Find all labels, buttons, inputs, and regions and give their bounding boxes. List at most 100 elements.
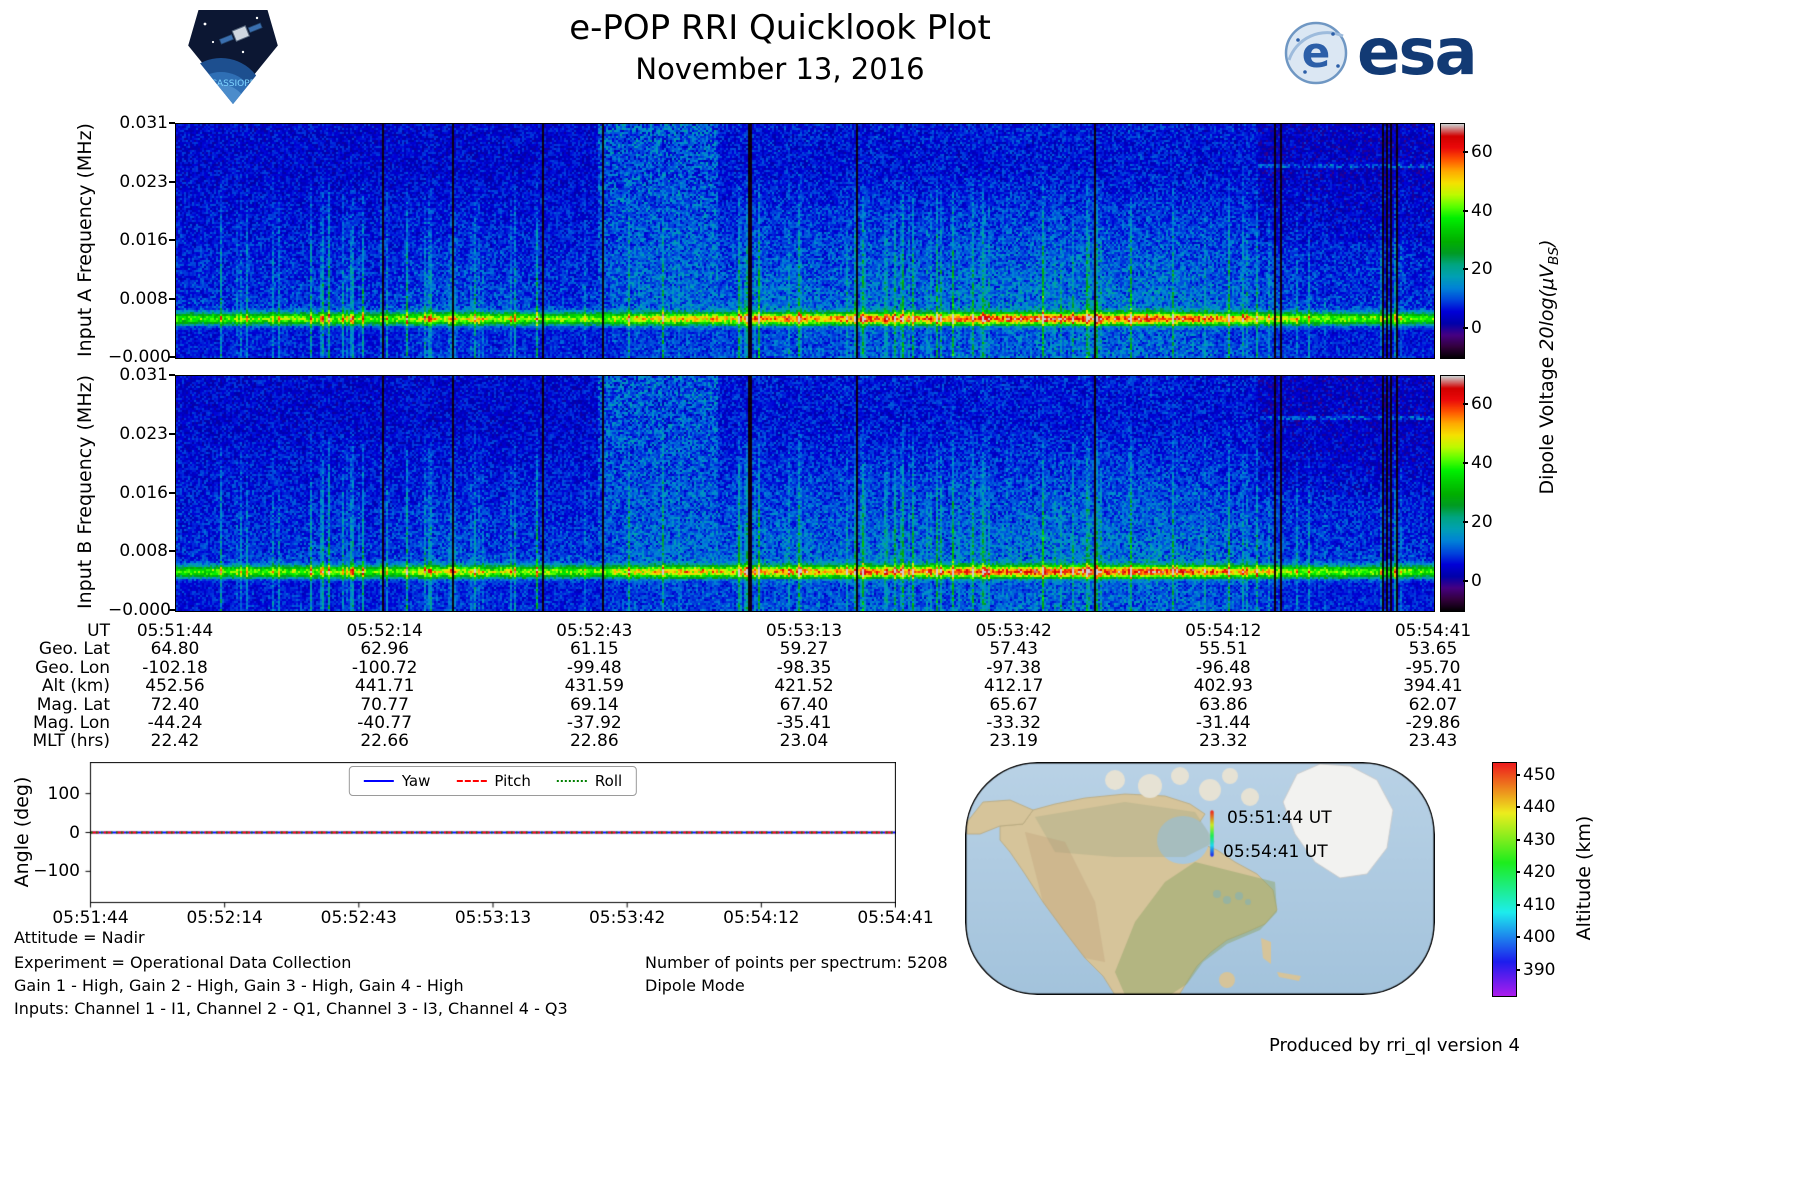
note-attitude: Attitude = Nadir: [14, 928, 145, 947]
note-inputs: Inputs: Channel 1 - I1, Channel 2 - Q1, …: [14, 999, 568, 1018]
legend-yaw-line-sample: [363, 780, 394, 782]
spectrogram-a-ytick-label: 0.031: [119, 113, 168, 133]
dipole-colorbar-label-sub: BS: [1545, 246, 1562, 265]
attitude-xtick-label: 05:53:42: [588, 908, 666, 928]
ephemeris-value: 67.40: [779, 694, 829, 715]
cassiope-patch-icon: CASSIOPE: [183, 6, 283, 108]
ephemeris-value: 421.52: [774, 676, 834, 697]
dipole-colorbar-a-tick-mark: [1463, 268, 1468, 271]
dipole-colorbar-a-tick-label: 40: [1471, 200, 1493, 221]
attitude-ylabel: Angle (deg): [11, 776, 33, 888]
attitude-legend: Yaw Pitch Roll: [348, 766, 638, 796]
ephemeris-value: 05:54:12: [1185, 621, 1262, 641]
esa-emblem-icon: e: [1284, 21, 1348, 85]
spectrogram-a-ytick-label: 0.016: [119, 230, 168, 250]
attitude-xtick-label: 05:53:13: [454, 908, 532, 928]
attitude-ytick-label: 100: [47, 783, 80, 804]
spectrogram-a-ytick-label: −0.000: [108, 347, 171, 367]
spectrogram-b-ytick-label: 0.023: [119, 423, 168, 444]
ephemeris-value: -29.86: [1405, 713, 1461, 733]
attitude-xtick-label: 05:52:14: [186, 908, 263, 928]
ephemeris-value: 431.59: [564, 676, 625, 697]
legend-item-pitch: Pitch: [456, 772, 531, 790]
ephemeris-row-label: Geo. Lat: [38, 639, 110, 660]
altitude-colorbar-tick-label: 400: [1523, 927, 1556, 948]
legend-label: Roll: [594, 772, 623, 790]
altitude-colorbar-tick-label: 450: [1523, 764, 1556, 785]
ephemeris-row-label: Mag. Lon: [32, 713, 110, 733]
ephemeris-value: -40.77: [357, 713, 413, 733]
ephemeris-value: 59.27: [779, 639, 829, 660]
altitude-colorbar-tick-mark: [1515, 968, 1520, 971]
note-points-per-spectrum: Number of points per spectrum: 5208: [645, 953, 948, 972]
spectrogram-a-ylabel: Input A Frequency (MHz): [74, 123, 96, 357]
cassiope-mission-logo: CASSIOPE: [183, 2, 283, 108]
dipole-colorbar-b-tick-label: 20: [1471, 511, 1493, 532]
spectrogram-a-ytick-label: 0.023: [119, 171, 168, 192]
ephemeris-value: 05:51:44: [136, 621, 214, 641]
legend-pitch-line-sample: [456, 780, 487, 782]
dipole-colorbar-b-tick-mark: [1463, 579, 1468, 582]
ephemeris-value: 452.56: [145, 676, 205, 697]
ephemeris-value: -95.70: [1405, 657, 1461, 678]
spectrogram-b-ytick-mark: [169, 550, 175, 553]
credit-text: Produced by rri_ql version 4: [1268, 1035, 1520, 1056]
altitude-colorbar-tick-mark: [1515, 773, 1520, 776]
attitude-ytick-label: 0: [69, 822, 80, 843]
ephemeris-value: -35.41: [776, 713, 832, 733]
ephemeris-value: 441.71: [354, 676, 415, 697]
ephemeris-value: 63.86: [1198, 694, 1248, 715]
dipole-colorbar-b-tick-mark: [1463, 520, 1468, 523]
ephemeris-row-label: Geo. Lon: [35, 657, 110, 678]
altitude-colorbar: [1492, 762, 1517, 997]
spectrogram-b-ylabel: Input B Frequency (MHz): [74, 375, 96, 609]
ground-track-map: 05:51:44 UT 05:54:41 UT: [965, 762, 1435, 995]
spectrogram-b-ytick-mark: [169, 374, 175, 376]
ephemeris-value: 65.67: [989, 694, 1038, 715]
ephemeris-value: 23.43: [1408, 731, 1458, 752]
spectrogram-a-ytick-mark: [169, 297, 175, 300]
ephemeris-row-label: Alt (km): [41, 676, 110, 697]
ephemeris-value: -31.44: [1195, 713, 1251, 733]
dipole-colorbar-b: [1440, 375, 1465, 612]
ephemeris-value: 69.14: [569, 694, 619, 715]
note-dipole-mode: Dipole Mode: [645, 976, 745, 995]
ephemeris-value: 72.40: [150, 694, 200, 715]
altitude-colorbar-tick-mark: [1515, 806, 1520, 809]
dipole-colorbar-a-tick-mark: [1463, 209, 1468, 212]
attitude-xtick-label: 05:52:43: [320, 908, 397, 928]
dipole-colorbar-a-tick-mark: [1463, 326, 1468, 329]
altitude-colorbar-tick-label: 440: [1523, 797, 1556, 818]
spectrogram-a-canvas: [175, 123, 1435, 359]
legend-roll-line-sample: [556, 780, 587, 782]
ephemeris-value: 22.66: [360, 731, 409, 752]
legend-label: Yaw: [401, 772, 431, 790]
track-start-label: 05:51:44 UT: [1227, 808, 1332, 828]
ephemeris-value: 394.41: [1403, 676, 1463, 697]
altitude-colorbar-tick-mark: [1515, 903, 1520, 906]
attitude-xtick-label: 05:54:41: [857, 908, 934, 928]
map-canvas: [965, 762, 1435, 995]
spectrogram-a-ytick-label: 0.008: [119, 288, 168, 309]
ephemeris-value: 23.32: [1198, 731, 1248, 752]
ephemeris-value: -100.72: [351, 657, 418, 678]
dipole-colorbar-b-tick-label: 60: [1471, 394, 1493, 415]
esa-logo-text: esa: [1357, 16, 1478, 90]
spectrogram-a-ytick-mark: [169, 122, 175, 124]
dipole-colorbar-a-tick-label: 60: [1471, 142, 1493, 163]
dipole-colorbar-b-tick-mark: [1463, 403, 1468, 406]
ephemeris-value: 62.96: [360, 639, 409, 660]
spectrogram-b-ytick-label: 0.008: [119, 541, 168, 562]
spectrogram-a-ytick-mark: [169, 180, 175, 183]
dipole-colorbar-b-tick-label: 0: [1471, 570, 1482, 591]
altitude-colorbar-tick-label: 420: [1523, 862, 1556, 883]
esa-logo: e esa: [1283, 16, 1478, 90]
svg-text:e: e: [1302, 28, 1331, 77]
ephemeris-value: 05:54:41: [1394, 621, 1472, 641]
ephemeris-row-label: UT: [87, 621, 110, 641]
legend-item-roll: Roll: [556, 772, 623, 790]
attitude-ytick-label: −100: [33, 861, 80, 882]
ephemeris-value: 23.04: [779, 731, 829, 752]
ephemeris-value: -44.24: [147, 713, 203, 733]
dipole-colorbar-a-tick-mark: [1463, 151, 1468, 154]
